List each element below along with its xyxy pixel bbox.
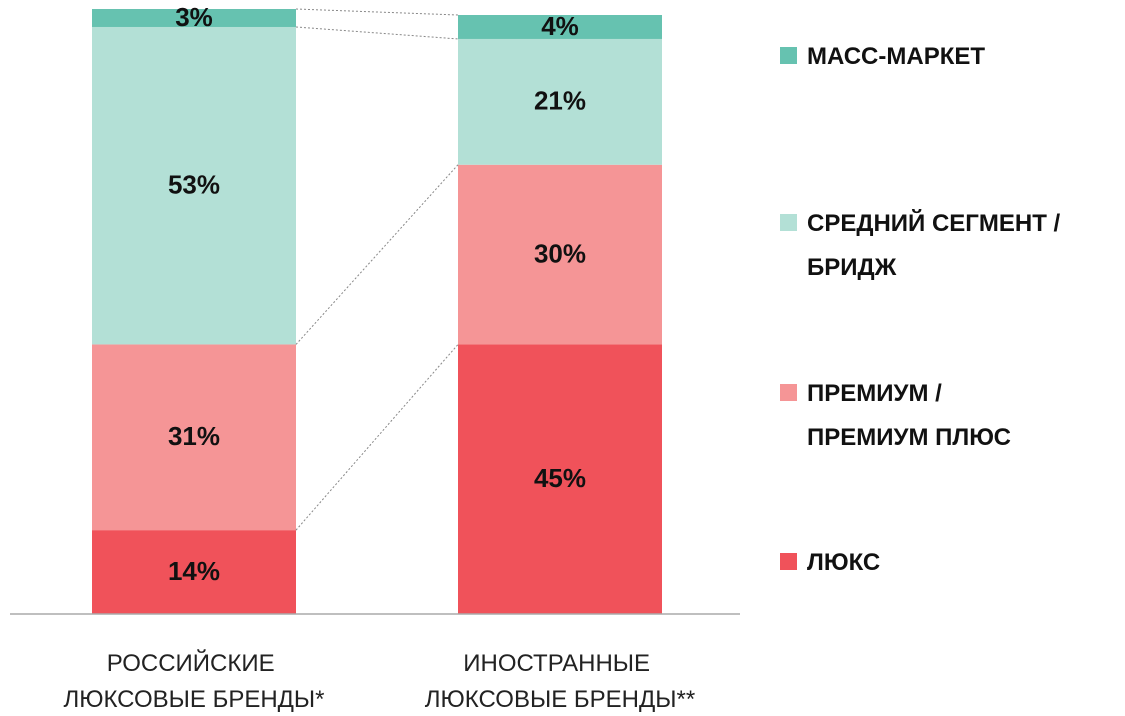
bar-segment <box>458 164 662 345</box>
connector <box>295 164 459 345</box>
connector <box>295 8 459 16</box>
value-label: 30% <box>534 238 586 268</box>
bar-segment <box>92 9 296 27</box>
bar-segment <box>92 344 296 531</box>
bar-segment <box>458 38 662 165</box>
legend-label: МАСС-МАРКЕТ <box>807 43 985 70</box>
legend-swatch <box>780 553 797 570</box>
legend-label: ЛЮКС <box>807 549 880 576</box>
bar-segment <box>92 26 296 345</box>
value-label: 4% <box>541 11 579 41</box>
bar-segment <box>458 15 662 39</box>
legend-label: ПРЕМИУМ / ПРЕМИУМ ПЛЮС <box>807 380 1011 451</box>
legend-swatch <box>780 384 797 401</box>
bar-segment <box>458 344 662 614</box>
legend-swatch <box>780 47 797 64</box>
value-label: 21% <box>534 86 586 116</box>
connector <box>295 344 459 531</box>
value-label: 31% <box>168 421 220 451</box>
connector <box>295 26 459 40</box>
legend-swatch <box>780 214 797 231</box>
value-label: 45% <box>534 463 586 493</box>
x-tick-label: ИНОСТРАННЫЕ ЛЮКСОВЫЕ БРЕНДЫ** <box>425 650 695 713</box>
value-label: 3% <box>175 2 213 32</box>
x-tick-label: РОССИЙСКИЕ ЛЮКСОВЫЕ БРЕНДЫ* <box>63 649 324 713</box>
bar-segment <box>92 530 296 614</box>
value-label: 14% <box>168 556 220 586</box>
value-label: 53% <box>168 170 220 200</box>
legend-label: СРЕДНИЙ СЕГМЕНТ / БРИДЖ <box>807 209 1067 281</box>
